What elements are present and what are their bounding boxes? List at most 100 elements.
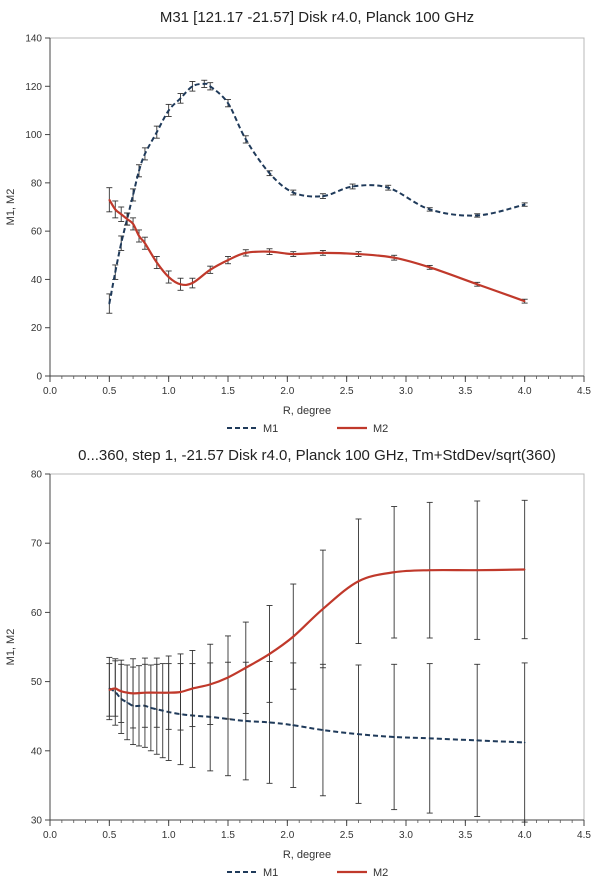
data-point	[428, 737, 431, 740]
data-point	[138, 705, 140, 707]
data-point	[191, 282, 194, 284]
data-point	[167, 109, 170, 112]
y-tick-label: 80	[31, 178, 43, 189]
legend: M1 M2	[227, 867, 388, 879]
data-point	[191, 85, 194, 88]
data-point	[138, 235, 140, 237]
series-m2	[106, 499, 528, 731]
data-point	[209, 85, 211, 88]
data-point	[357, 733, 360, 735]
y-tick-label: 40	[31, 275, 43, 286]
series-m1	[106, 656, 528, 823]
legend-item-m1: M1	[227, 423, 278, 435]
x-tick-label: 4.5	[577, 830, 591, 841]
data-point	[138, 169, 140, 172]
y-tick-label: 40	[31, 746, 43, 757]
data-point	[114, 208, 117, 211]
x-tick-label: 3.0	[399, 386, 413, 397]
x-tick-label: 0.0	[43, 386, 57, 397]
legend-label: M1	[263, 423, 278, 435]
data-point	[108, 689, 111, 691]
data-point	[132, 223, 134, 225]
data-point	[167, 276, 170, 278]
x-tick-label: 1.5	[221, 386, 235, 397]
x-tick-label: 3.5	[458, 386, 472, 397]
data-point	[292, 253, 295, 255]
series-line-m1	[108, 687, 525, 744]
data-point	[120, 690, 122, 693]
data-point	[357, 580, 360, 583]
x-tick-label: 4.0	[518, 386, 532, 397]
y-axis-label: M1, M2	[5, 189, 17, 226]
x-tick-label: 0.0	[43, 830, 57, 841]
data-point	[227, 676, 229, 679]
data-point	[428, 569, 431, 571]
x-tick-label: 4.5	[577, 386, 591, 397]
data-point	[268, 172, 271, 174]
y-tick-label: 80	[31, 470, 43, 481]
x-tick-label: 2.5	[340, 386, 354, 397]
data-point	[292, 724, 295, 726]
data-point	[245, 666, 247, 669]
x-tick-label: 4.0	[518, 830, 532, 841]
x-tick-label: 2.0	[280, 386, 294, 397]
data-point	[179, 691, 182, 693]
data-point	[393, 256, 395, 259]
x-tick-label: 2.0	[280, 830, 294, 841]
y-tick-label: 120	[25, 82, 42, 93]
data-point	[268, 653, 271, 655]
data-point	[156, 261, 158, 264]
data-point	[144, 153, 146, 155]
data-point	[120, 242, 122, 245]
data-point	[357, 253, 360, 255]
data-point	[322, 608, 324, 610]
series-m2	[106, 187, 528, 304]
data-point	[292, 191, 295, 194]
data-point	[227, 102, 229, 104]
data-point	[191, 687, 194, 690]
data-point	[144, 242, 146, 245]
x-axis-label: R, degree	[283, 849, 331, 861]
y-tick-label: 100	[25, 130, 42, 141]
chart-2: 0...360, step 1, -21.57 Disk r4.0, Planc…	[5, 447, 591, 879]
data-point	[292, 635, 295, 638]
data-point	[322, 729, 324, 731]
legend-label: M1	[263, 867, 278, 879]
x-tick-label: 3.0	[399, 830, 413, 841]
legend-item-m2: M2	[337, 423, 388, 435]
legend-label: M2	[373, 423, 388, 435]
data-point	[132, 692, 134, 695]
data-point	[322, 252, 324, 254]
data-point	[476, 283, 479, 286]
data-point	[523, 203, 526, 206]
data-point	[179, 283, 182, 286]
data-point	[161, 709, 164, 712]
chart-1: M31 [121.17 -21.57] Disk r4.0, Planck 10…	[5, 9, 591, 435]
data-point	[150, 707, 152, 709]
data-point	[393, 571, 395, 574]
data-point	[387, 186, 390, 189]
data-point	[245, 252, 247, 254]
series-line-m2	[109, 568, 525, 695]
y-tick-label: 60	[31, 227, 43, 238]
x-tick-label: 1.5	[221, 830, 235, 841]
data-point	[245, 720, 247, 722]
data-point	[351, 185, 354, 188]
series-line-m2	[108, 199, 526, 303]
x-tick-label: 1.0	[162, 386, 176, 397]
legend: M1 M2	[227, 423, 388, 435]
x-tick-label: 1.0	[162, 830, 176, 841]
data-point	[476, 214, 479, 217]
y-tick-label: 50	[31, 677, 43, 688]
data-point	[428, 208, 431, 211]
x-tick-label: 2.5	[340, 830, 354, 841]
y-tick-label: 30	[31, 816, 43, 827]
x-tick-label: 0.5	[102, 386, 116, 397]
y-tick-label: 70	[31, 539, 43, 550]
data-point	[245, 138, 247, 141]
data-point	[476, 739, 479, 742]
data-point	[428, 266, 431, 269]
chart-title: 0...360, step 1, -21.57 Disk r4.0, Planc…	[78, 447, 556, 464]
y-tick-label: 20	[31, 323, 43, 334]
